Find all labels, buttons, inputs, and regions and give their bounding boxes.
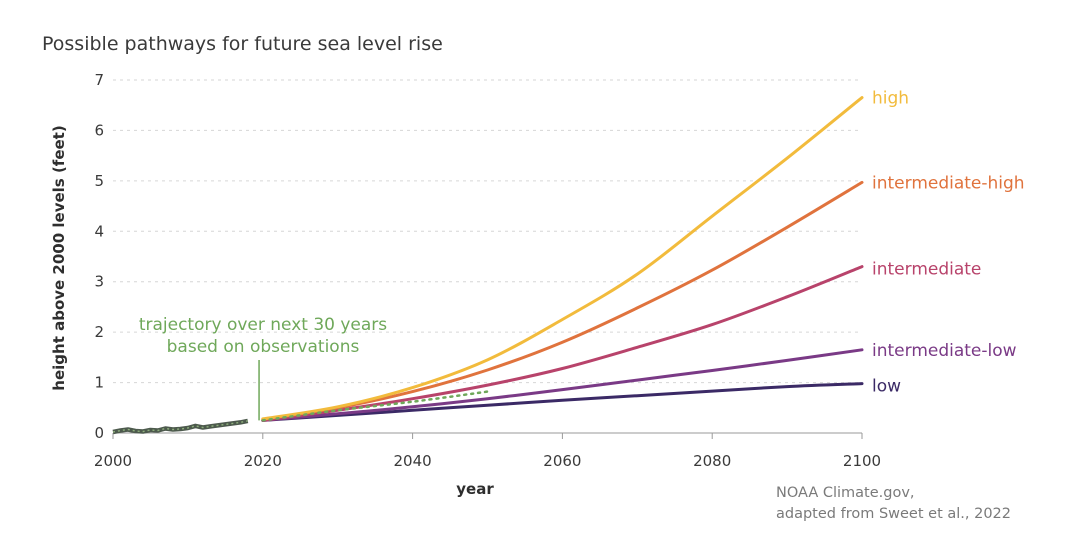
observed-line: [112, 418, 249, 435]
y-tick-label-1: 1: [94, 374, 104, 392]
series-label-low: low: [872, 377, 901, 397]
y-tick-label-3: 3: [94, 273, 104, 291]
observed-data: [112, 418, 249, 435]
y-tick-label-0: 0: [94, 424, 104, 442]
annotation-line-1: trajectory over next 30 years: [139, 315, 387, 335]
y-tick-label-5: 5: [94, 172, 104, 190]
credit-line-2: adapted from Sweet et al., 2022: [776, 506, 1011, 522]
x-axis-ticks: 2000 2020 2040 2060 2080 2100: [94, 433, 881, 470]
annotation-line-2: based on observations: [167, 337, 360, 357]
credit-line-1: NOAA Climate.gov,: [776, 485, 915, 501]
series-labels: low intermediate-low intermediate intermedi…: [872, 89, 1025, 397]
series-label-intermediate-low: intermediate-low: [872, 341, 1017, 361]
chart-title: Possible pathways for future sea level r…: [42, 33, 443, 55]
trajectory-annotation: trajectory over next 30 years based on o…: [139, 315, 387, 421]
x-tick-label-2000: 2000: [94, 452, 132, 470]
y-axis-label: height above 2000 levels (feet): [50, 125, 68, 390]
series-line-intermediate-low: [261, 348, 864, 422]
x-tick-label-2060: 2060: [543, 452, 581, 470]
y-tick-label-4: 4: [94, 222, 104, 240]
x-tick-label-2080: 2080: [693, 452, 731, 470]
gridlines: [113, 79, 862, 434]
series-label-intermediate: intermediate: [872, 260, 981, 280]
x-axis-label: year: [456, 480, 494, 498]
y-tick-label-2: 2: [94, 323, 104, 341]
x-tick-label-2020: 2020: [244, 452, 282, 470]
series-line-high: [261, 96, 864, 421]
x-tick-label-2040: 2040: [394, 452, 432, 470]
series-line-intermediate-high: [261, 180, 864, 421]
series-label-high: high: [872, 89, 909, 109]
x-tick-label-2100: 2100: [843, 452, 881, 470]
y-tick-label-7: 7: [94, 71, 104, 89]
series-lines: [261, 96, 864, 422]
trajectory-line: [261, 390, 489, 422]
y-axis-ticks: 0 1 2 3 4 5 6 7: [94, 71, 104, 442]
series-line-low: [261, 382, 864, 422]
y-tick-label-6: 6: [94, 121, 104, 139]
series-label-intermediate-high: intermediate-high: [872, 173, 1025, 193]
